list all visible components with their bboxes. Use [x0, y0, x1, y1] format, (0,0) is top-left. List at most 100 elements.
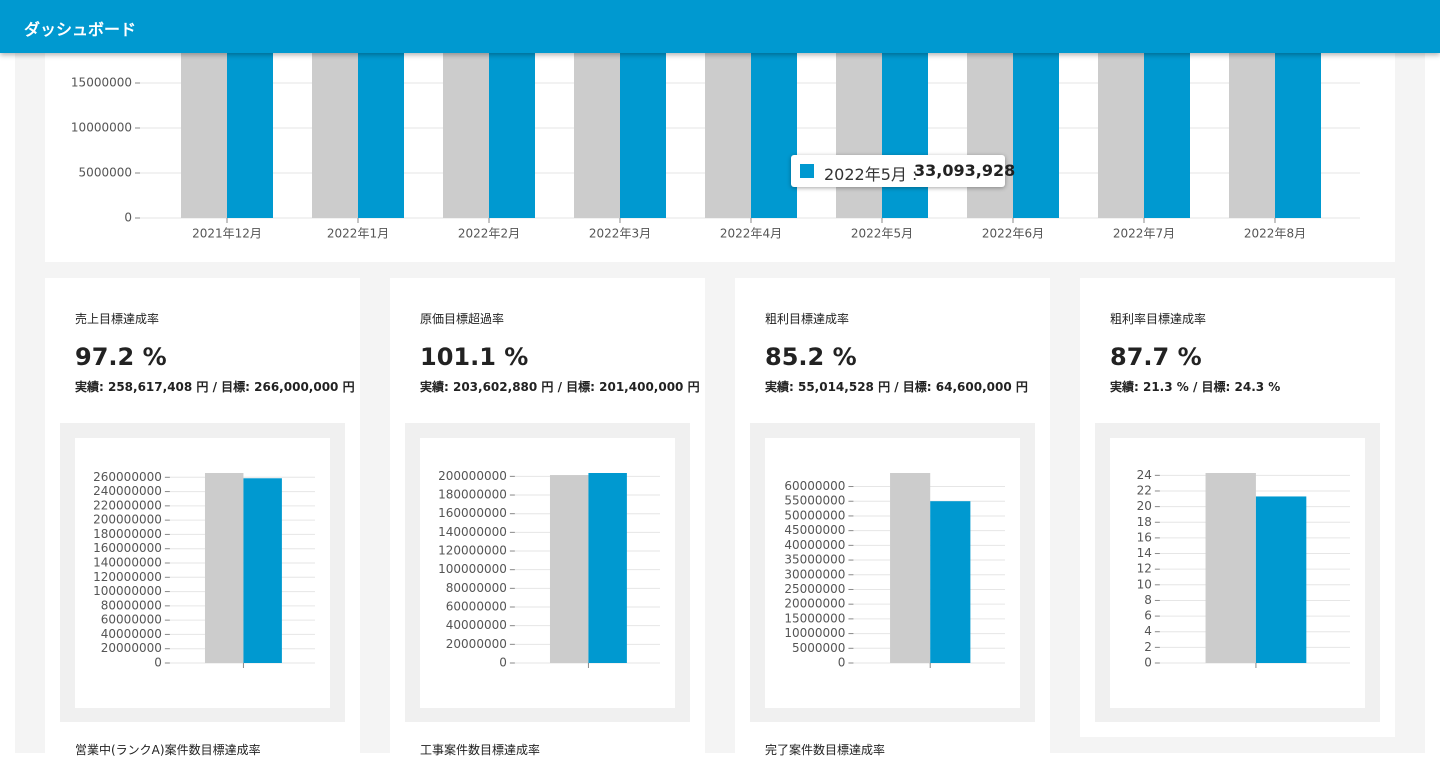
y-tick-label: 0: [124, 211, 132, 225]
kpi-chart: 0200000004000000060000000800000001000000…: [93, 470, 315, 670]
y-tick-label: 45000000: [784, 523, 845, 537]
kpi-rate: 87.7 %: [1110, 343, 1202, 371]
kpi-rate: 97.2 %: [75, 343, 167, 371]
chart-frame: 0 5000000 10000000 15000000 20000000 25000000…: [750, 423, 1035, 722]
y-tick-label: 240000000: [93, 484, 162, 498]
y-tick-label: 80000000: [446, 581, 507, 595]
kpi-chart: 0 20000000 40000000 60000000 80000000 1000000…: [438, 469, 660, 670]
y-tick-label: 55000000: [784, 494, 845, 508]
x-tick-label: 2022年4月: [720, 227, 782, 241]
y-tick-label: 30000000: [784, 567, 845, 581]
x-tick-label: 2022年3月: [589, 227, 651, 241]
lower-card-title: 営業中(ランクA)案件数目標達成率: [75, 743, 261, 757]
lower-card-title: 完了案件数目標達成率: [765, 743, 886, 757]
y-tick-label: 200000000: [438, 469, 507, 483]
bar: [1205, 473, 1256, 663]
y-tick-label: 35000000: [784, 553, 845, 567]
bar: [204, 473, 244, 663]
kpi-title: 売上目標達成率: [75, 312, 160, 326]
y-tick-label: 180000000: [438, 488, 507, 502]
y-tick-label: 10000000: [784, 626, 845, 640]
y-tick-label: 4: [1144, 624, 1152, 638]
kpi-rate: 85.2 %: [765, 343, 857, 371]
bar: [243, 478, 282, 663]
x-tick-label: 2022年8月: [1244, 227, 1306, 241]
bar: [890, 473, 931, 663]
kpi-card: 粗利目標達成率 85.2 % 実績: 55,014,528 円 / 目標: 64,6…: [735, 278, 1050, 753]
y-tick-label: 16: [1137, 530, 1152, 544]
tooltip-label: 2022年5月 :: [824, 165, 918, 184]
y-tick-label: 8: [1144, 593, 1152, 607]
x-tick-label: 2022年1月: [327, 227, 389, 241]
chart-panel: 0 2 4 6 8 10 12 14 16 18 20 22 24: [1110, 438, 1365, 708]
y-tick-label: 160000000: [93, 541, 162, 555]
y-tick-label: 120000000: [93, 570, 162, 584]
y-tick-label: 15000000: [784, 611, 845, 625]
y-tick-label: 6: [1144, 609, 1152, 623]
y-tick-label: 5000000: [79, 166, 132, 180]
y-tick-label: 2: [1144, 640, 1152, 654]
y-tick-label: 100000000: [438, 562, 507, 576]
y-tick-label: 60000000: [101, 613, 162, 627]
kpi-card: 売上目標達成率 97.2 % 実績: 258,617,408 円 / 目標: 266…: [45, 278, 360, 753]
kpi-card: 粗利率目標達成率 87.7 % 実績: 21.3 % / 目標: 24.3 % 0 2 4…: [1080, 278, 1395, 737]
y-tick-label: 140000000: [438, 525, 507, 539]
y-tick-label: 220000000: [93, 498, 162, 512]
kpi-detail: 実績: 203,602,880 円 / 目標: 201,400,000 円: [420, 380, 700, 394]
y-tick-label: 14: [1137, 546, 1152, 560]
y-tick-label: 60000000: [784, 479, 845, 493]
x-tick-label: 2021年12月: [192, 227, 262, 241]
y-tick-label: 24: [1137, 468, 1152, 482]
kpi-detail: 実績: 55,014,528 円 / 目標: 64,600,000 円: [765, 380, 1028, 394]
y-tick-label: 180000000: [93, 527, 162, 541]
y-tick-label: 10000000: [71, 121, 132, 135]
bar: [930, 501, 971, 663]
y-tick-label: 40000000: [784, 538, 845, 552]
x-tick-label: 2022年5月: [851, 227, 913, 241]
y-tick-label: 22: [1137, 483, 1152, 497]
chart-panel: 0 5000000 10000000 15000000 20000000 25000000…: [765, 438, 1020, 708]
kpi-detail: 実績: 21.3 % / 目標: 24.3 %: [1110, 380, 1281, 394]
x-tick-label: 2022年2月: [458, 227, 520, 241]
x-tick-label: 2022年7月: [1113, 227, 1175, 241]
y-tick-label: 20000000: [101, 641, 162, 655]
y-tick-label: 20: [1137, 499, 1152, 513]
chart-panel: 0 20000000 40000000 60000000 80000000 1000000…: [420, 438, 675, 708]
chart-frame: 0 20000000 40000000 60000000 80000000 1000000…: [405, 423, 690, 722]
lower-card-title: 工事案件数目標達成率: [420, 743, 541, 757]
kpi-title: 粗利目標達成率: [765, 312, 850, 326]
y-tick-label: 260000000: [93, 470, 162, 484]
y-tick-label: 25000000: [784, 582, 845, 596]
y-tick-label: 18: [1137, 515, 1152, 529]
tooltip: 2022年5月 : 33,093,928: [791, 155, 1015, 187]
kpi-chart: 0500000010000000150000002000000025000000…: [784, 473, 1005, 670]
kpi-rate: 101.1 %: [420, 343, 529, 371]
y-tick-label: 200000000: [93, 513, 162, 527]
y-tick-label: 12: [1137, 562, 1152, 576]
y-tick-label: 0: [1144, 656, 1152, 670]
kpi-detail: 実績: 258,617,408 円 / 目標: 266,000,000 円: [75, 380, 355, 394]
kpi-card: 原価目標超過率 101.1 % 実績: 203,602,880 円 / 目標: 20…: [390, 278, 705, 753]
tooltip-swatch: [800, 164, 814, 178]
bar: [549, 475, 589, 663]
bar: [1255, 496, 1307, 663]
y-tick-label: 0: [154, 656, 162, 670]
y-tick-label: 5000000: [792, 641, 845, 655]
y-tick-label: 0: [499, 656, 507, 670]
y-tick-label: 140000000: [93, 556, 162, 570]
y-tick-label: 60000000: [446, 600, 507, 614]
chart-frame: 0 2 4 6 8 10 12 14 16 18 20 22 24: [1095, 423, 1380, 722]
monthly-chart: 0 5000000 10000000 15000000 2021年12月 2022年1月 2…: [71, 0, 1360, 241]
tooltip-value: 33,093,928: [914, 161, 1016, 180]
y-tick-label: 40000000: [446, 618, 507, 632]
y-tick-label: 20000000: [446, 637, 507, 651]
x-tick-label: 2022年6月: [982, 227, 1044, 241]
chart-panel: 0 20000000 40000000 60000000 80000000 1000000…: [75, 438, 330, 708]
app-bar: ダッシュボード: [0, 0, 1440, 53]
y-tick-label: 100000000: [93, 584, 162, 598]
y-tick-label: 15000000: [71, 76, 132, 90]
kpi-title: 粗利率目標達成率: [1110, 312, 1207, 326]
y-tick-label: 20000000: [784, 597, 845, 611]
